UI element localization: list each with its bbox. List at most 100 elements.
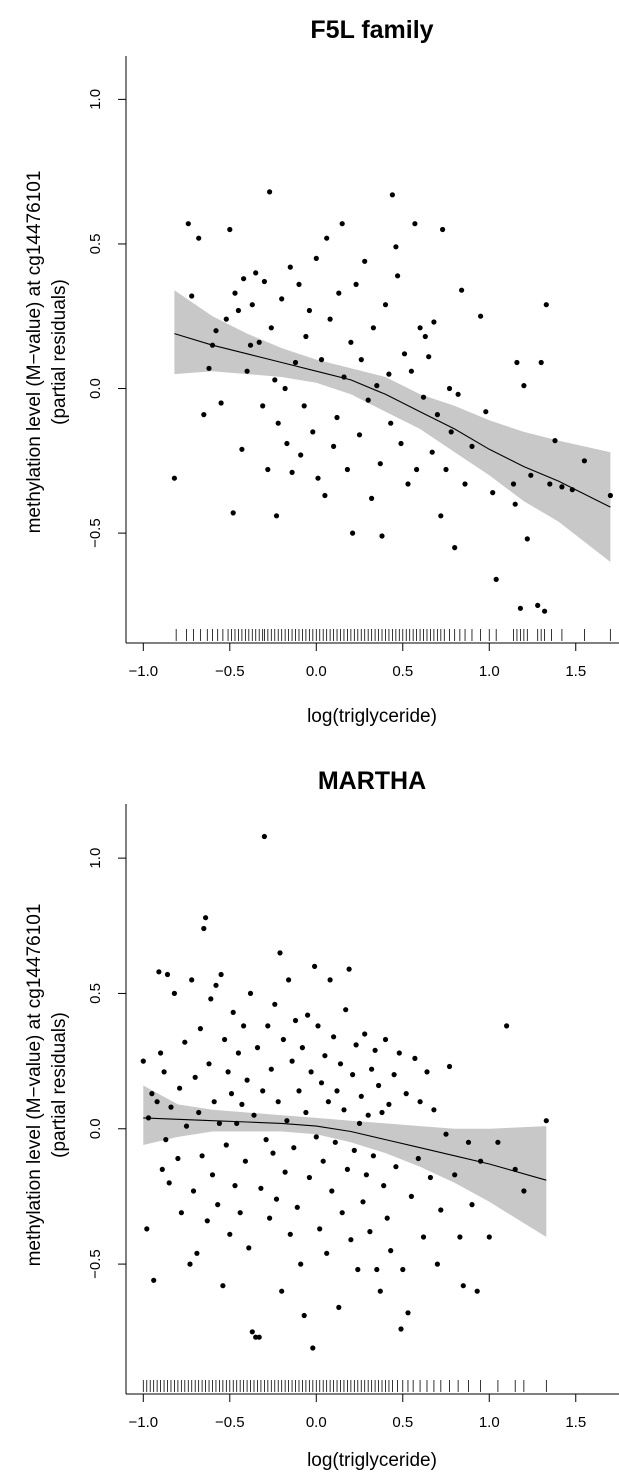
data-point xyxy=(412,1055,418,1061)
data-point xyxy=(270,1150,276,1156)
data-point xyxy=(279,1288,285,1294)
data-point xyxy=(215,1202,221,1208)
data-point xyxy=(334,414,340,421)
data-point xyxy=(196,1109,202,1116)
data-point xyxy=(379,533,385,539)
data-point xyxy=(296,281,302,287)
data-point xyxy=(495,1139,501,1145)
data-point xyxy=(350,1072,356,1078)
data-point xyxy=(381,1183,387,1189)
data-point xyxy=(161,1069,167,1075)
data-point xyxy=(547,481,553,487)
data-point xyxy=(279,296,285,302)
y-axis-label-line-2: (partial residuals) xyxy=(49,1012,70,1158)
data-point xyxy=(365,1112,371,1118)
data-point xyxy=(242,1158,248,1164)
data-point xyxy=(235,307,241,314)
data-point xyxy=(227,1231,233,1237)
data-point xyxy=(232,290,238,296)
data-point xyxy=(246,1245,252,1251)
data-point xyxy=(280,1036,286,1043)
data-point xyxy=(305,1012,311,1018)
data-point xyxy=(149,1091,155,1097)
data-point xyxy=(268,325,274,331)
data-point xyxy=(287,1231,293,1237)
data-point xyxy=(389,192,395,198)
data-point xyxy=(355,1266,361,1273)
data-point xyxy=(514,359,520,366)
data-point xyxy=(258,1185,264,1191)
data-point xyxy=(443,1131,449,1137)
data-point xyxy=(299,1045,305,1051)
data-point xyxy=(374,383,380,389)
data-point xyxy=(341,1107,347,1113)
data-point xyxy=(254,1045,261,1051)
data-point xyxy=(363,1172,369,1178)
data-point xyxy=(241,276,247,282)
data-point xyxy=(244,1077,250,1083)
y-tick-label: 1.0 xyxy=(87,848,104,869)
data-point xyxy=(192,1074,198,1080)
data-point xyxy=(239,1101,245,1107)
data-point xyxy=(306,1174,312,1181)
data-point xyxy=(535,602,541,609)
data-point xyxy=(253,270,259,276)
data-point xyxy=(194,1250,200,1256)
x-tick-label: 1.0 xyxy=(479,1414,500,1431)
data-point xyxy=(426,354,432,360)
data-point xyxy=(460,1283,466,1289)
data-point xyxy=(538,359,544,366)
data-point xyxy=(524,536,530,542)
y-tick-label: −0.5 xyxy=(87,1249,104,1279)
data-point xyxy=(438,1207,444,1213)
fit-line xyxy=(174,333,611,508)
data-point xyxy=(386,1101,392,1107)
data-point xyxy=(267,189,273,195)
data-point xyxy=(256,1334,262,1340)
data-point xyxy=(208,996,214,1002)
data-point xyxy=(353,1042,359,1048)
data-point xyxy=(429,449,435,455)
data-point xyxy=(559,484,565,490)
data-point xyxy=(166,1180,172,1186)
data-point xyxy=(393,1164,399,1170)
data-point xyxy=(346,966,352,972)
data-point xyxy=(306,307,312,314)
data-point xyxy=(251,1112,257,1118)
data-point xyxy=(348,1237,354,1243)
data-point xyxy=(427,1174,433,1181)
data-point xyxy=(175,1155,181,1162)
data-point xyxy=(201,412,207,418)
data-point xyxy=(308,1069,314,1075)
data-point xyxy=(521,383,527,389)
data-point xyxy=(247,342,254,348)
data-point xyxy=(377,1288,383,1294)
data-point xyxy=(286,977,292,983)
x-tick-label: −1.0 xyxy=(128,1414,158,1431)
data-point xyxy=(356,432,363,438)
data-point xyxy=(344,466,350,473)
data-point xyxy=(329,1188,335,1194)
data-point xyxy=(521,1188,527,1194)
data-point xyxy=(204,1218,210,1224)
data-point xyxy=(377,461,383,467)
data-point xyxy=(552,438,558,444)
data-point xyxy=(168,1104,174,1110)
data-point xyxy=(420,394,427,400)
data-point xyxy=(327,316,333,322)
data-point xyxy=(348,339,354,345)
data-point xyxy=(220,1283,226,1289)
data-point xyxy=(350,530,356,536)
martha-scatter-plot: MARTHA methylation level (M−value) at cg… xyxy=(24,767,619,1471)
data-point xyxy=(301,403,307,409)
data-point xyxy=(203,915,209,921)
y-tick-label: 0.0 xyxy=(87,1118,104,1139)
data-point xyxy=(543,1118,549,1124)
data-point xyxy=(353,281,359,287)
data-point xyxy=(455,391,461,397)
data-point xyxy=(322,492,328,499)
data-point xyxy=(360,1199,366,1205)
data-point xyxy=(365,397,371,403)
data-point xyxy=(263,1137,269,1143)
data-point xyxy=(164,971,171,978)
